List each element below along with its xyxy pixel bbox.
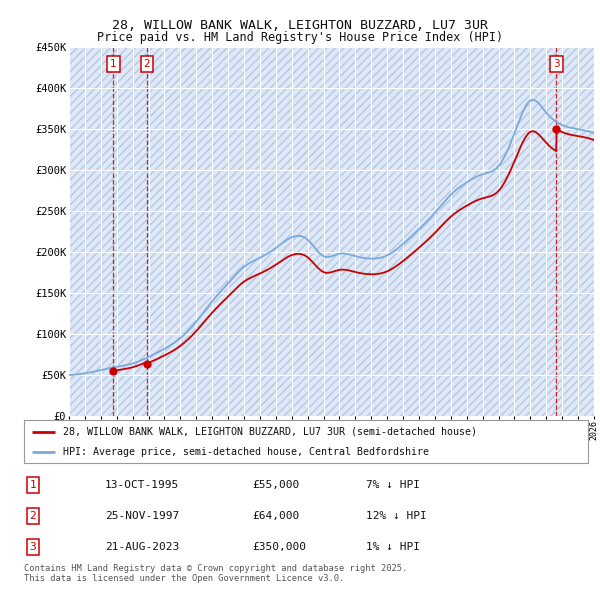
Text: 3: 3 [29,542,37,552]
Text: 7% ↓ HPI: 7% ↓ HPI [366,480,420,490]
Text: 28, WILLOW BANK WALK, LEIGHTON BUZZARD, LU7 3UR: 28, WILLOW BANK WALK, LEIGHTON BUZZARD, … [112,19,488,32]
Text: Contains HM Land Registry data © Crown copyright and database right 2025.
This d: Contains HM Land Registry data © Crown c… [24,563,407,583]
Text: Price paid vs. HM Land Registry's House Price Index (HPI): Price paid vs. HM Land Registry's House … [97,31,503,44]
Text: £350,000: £350,000 [252,542,306,552]
Text: £55,000: £55,000 [252,480,299,490]
Text: 2: 2 [143,59,150,69]
Text: HPI: Average price, semi-detached house, Central Bedfordshire: HPI: Average price, semi-detached house,… [64,447,430,457]
Text: 1: 1 [29,480,37,490]
Text: 12% ↓ HPI: 12% ↓ HPI [366,511,427,521]
Text: 21-AUG-2023: 21-AUG-2023 [105,542,179,552]
Text: 13-OCT-1995: 13-OCT-1995 [105,480,179,490]
Text: 3: 3 [553,59,560,69]
Text: 2: 2 [29,511,37,521]
Text: 1: 1 [110,59,116,69]
Text: 28, WILLOW BANK WALK, LEIGHTON BUZZARD, LU7 3UR (semi-detached house): 28, WILLOW BANK WALK, LEIGHTON BUZZARD, … [64,427,478,437]
Text: £64,000: £64,000 [252,511,299,521]
Text: 1% ↓ HPI: 1% ↓ HPI [366,542,420,552]
Text: 25-NOV-1997: 25-NOV-1997 [105,511,179,521]
